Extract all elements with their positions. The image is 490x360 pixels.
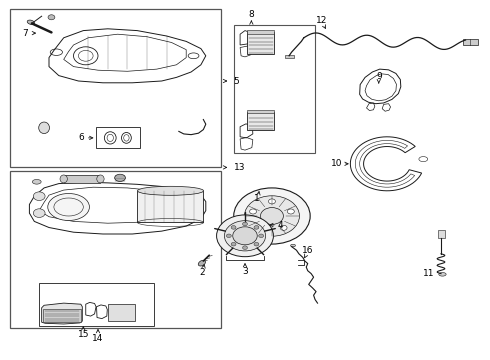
Circle shape — [269, 199, 275, 204]
Ellipse shape — [137, 186, 204, 195]
Ellipse shape — [439, 273, 446, 276]
Text: 16: 16 — [302, 246, 314, 256]
Text: 3: 3 — [242, 266, 248, 276]
Text: 7: 7 — [23, 29, 28, 37]
Circle shape — [245, 196, 299, 236]
Text: 11: 11 — [423, 269, 435, 278]
Bar — [39, 283, 154, 326]
Ellipse shape — [60, 175, 68, 183]
Circle shape — [48, 15, 55, 20]
Circle shape — [217, 215, 273, 257]
Bar — [247, 110, 274, 113]
Bar — [43, 309, 81, 322]
Circle shape — [249, 209, 256, 214]
Ellipse shape — [198, 260, 205, 266]
Text: 9: 9 — [376, 72, 382, 81]
Circle shape — [259, 234, 264, 238]
Circle shape — [231, 226, 236, 229]
Ellipse shape — [27, 20, 34, 24]
Text: 4: 4 — [277, 220, 283, 230]
Bar — [285, 55, 294, 58]
Ellipse shape — [97, 175, 104, 183]
Ellipse shape — [291, 244, 295, 247]
Circle shape — [233, 227, 257, 245]
Text: 2: 2 — [199, 269, 205, 277]
Bar — [438, 230, 445, 238]
Bar — [108, 304, 135, 321]
Ellipse shape — [48, 194, 89, 220]
Text: 13: 13 — [234, 163, 245, 172]
Circle shape — [243, 246, 247, 249]
Text: 15: 15 — [77, 330, 89, 339]
Circle shape — [234, 188, 310, 244]
Text: 12: 12 — [316, 16, 327, 25]
Circle shape — [261, 208, 283, 224]
Circle shape — [254, 226, 259, 229]
Circle shape — [257, 225, 264, 230]
Ellipse shape — [115, 174, 125, 181]
Circle shape — [224, 221, 266, 251]
Text: 10: 10 — [331, 159, 343, 168]
Circle shape — [226, 234, 231, 238]
Bar — [247, 30, 274, 34]
Bar — [10, 9, 220, 167]
Bar — [234, 25, 315, 153]
Bar — [247, 32, 274, 54]
Bar — [137, 191, 203, 222]
Text: 6: 6 — [78, 133, 84, 142]
Bar — [64, 175, 100, 183]
Bar — [96, 127, 140, 148]
Circle shape — [288, 209, 294, 214]
Text: 14: 14 — [92, 334, 104, 343]
Circle shape — [280, 225, 287, 230]
Circle shape — [243, 222, 247, 226]
Circle shape — [33, 209, 45, 217]
Ellipse shape — [39, 122, 49, 134]
Polygon shape — [42, 303, 82, 324]
Text: 8: 8 — [248, 10, 254, 19]
Circle shape — [33, 192, 45, 201]
Text: 1: 1 — [254, 194, 260, 203]
Bar — [247, 112, 274, 130]
Bar — [10, 171, 220, 328]
Bar — [463, 39, 478, 45]
Circle shape — [231, 242, 236, 246]
Circle shape — [254, 242, 259, 246]
Ellipse shape — [32, 180, 41, 184]
Text: 5: 5 — [234, 77, 240, 85]
